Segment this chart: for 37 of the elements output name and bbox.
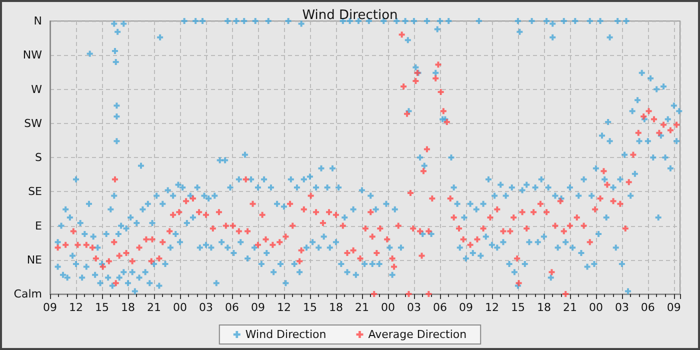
x-tick-label: 00: [588, 301, 603, 314]
category-label: Calm: [14, 288, 42, 300]
category-label: N: [34, 14, 42, 28]
x-tick-label: 03: [614, 301, 629, 314]
x-tick-label: 12: [68, 301, 83, 314]
category-label: SW: [24, 116, 42, 130]
x-tick-label: 06: [432, 301, 447, 314]
category-label: NE: [26, 253, 42, 266]
x-tick-label: 15: [94, 301, 109, 314]
x-tick-label: 03: [406, 301, 421, 314]
x-tick-label: 03: [198, 301, 213, 314]
category-label: SE: [28, 185, 42, 198]
x-tick-label: 21: [562, 301, 577, 314]
x-tick-label: 00: [172, 301, 187, 314]
x-tick-label: 09: [458, 301, 473, 314]
category-label: W: [31, 82, 42, 96]
legend-label: Average Direction: [368, 328, 467, 341]
x-tick-label: 15: [510, 301, 525, 314]
x-tick-label: 18: [536, 301, 551, 314]
x-tick-label: 06: [224, 301, 239, 314]
chart-title: Wind Direction: [302, 8, 398, 23]
x-tick-label: 18: [328, 301, 343, 314]
category-label: S: [35, 151, 42, 164]
x-tick-label: 18: [120, 301, 135, 314]
x-tick-label: 21: [146, 301, 161, 314]
x-tick-label: 12: [484, 301, 499, 314]
x-tick-label: 09: [250, 301, 265, 314]
x-tick-label: 00: [380, 301, 395, 314]
x-tick-label: 21: [354, 301, 369, 314]
x-tick-label: 09: [666, 301, 681, 314]
category-label: NW: [22, 48, 42, 62]
x-tick-label: 15: [302, 301, 317, 314]
legend-label: Wind Direction: [245, 328, 326, 341]
category-label: E: [35, 219, 42, 232]
x-tick-label: 12: [276, 301, 291, 314]
x-tick-label: 09: [43, 301, 57, 314]
x-tick-label: 06: [640, 301, 655, 314]
